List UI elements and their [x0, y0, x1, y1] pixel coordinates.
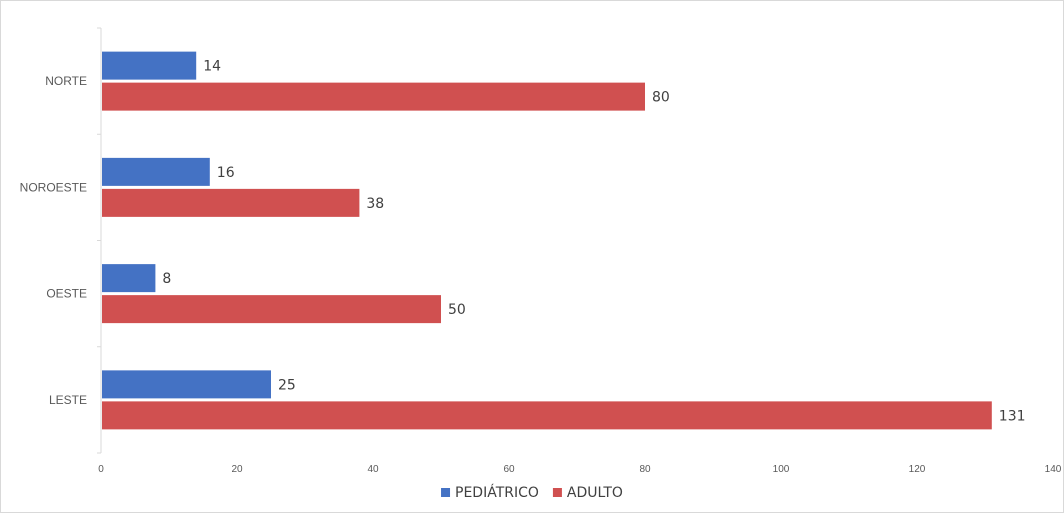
legend-label: ADULTO: [567, 485, 623, 501]
data-label: 8: [162, 271, 171, 287]
bars-layer: [102, 51, 992, 430]
x-tick-label: 0: [98, 464, 104, 475]
legend-swatch: [552, 488, 562, 497]
x-tick-label: 60: [503, 464, 515, 475]
bar-adulto: [102, 401, 992, 430]
data-label: 25: [278, 377, 296, 393]
chart-legend: PEDIÁTRICO ADULTO: [441, 484, 623, 501]
bar-pedi-trico: [102, 51, 197, 80]
category-label: NORTE: [45, 74, 87, 88]
category-label: OESTE: [46, 287, 87, 301]
x-tick-label: 80: [639, 464, 651, 475]
x-tick-label: 20: [231, 464, 243, 475]
bar-adulto: [102, 295, 441, 324]
data-label: 131: [999, 408, 1026, 424]
data-label: 14: [203, 59, 221, 75]
bar-pedi-trico: [102, 157, 210, 186]
bar-adulto: [102, 82, 645, 111]
data-label: 38: [366, 196, 384, 212]
x-tick-label: 100: [773, 464, 790, 475]
bar-pedi-trico: [102, 264, 156, 293]
bar-adulto: [102, 188, 360, 217]
bar-pedi-trico: [102, 370, 271, 399]
legend-swatch: [441, 488, 451, 497]
data-label: 80: [652, 90, 670, 106]
data-label: 50: [448, 302, 466, 318]
category-label: NOROESTE: [20, 180, 87, 194]
legend-label: PEDIÁTRICO: [455, 484, 539, 501]
axis-layer: 0 20 40 60 80 100 120 140: [97, 27, 1062, 475]
data-label: 16: [217, 165, 235, 181]
x-tick-label: 120: [909, 464, 926, 475]
category-label: LESTE: [49, 393, 87, 407]
x-tick-label: 40: [367, 464, 379, 475]
labels-layer: NORTE 14 80 NOROESTE 16 38 OESTE 8 50 LESTE 25 131: [20, 59, 1026, 425]
x-tick-label: 140: [1045, 464, 1062, 475]
